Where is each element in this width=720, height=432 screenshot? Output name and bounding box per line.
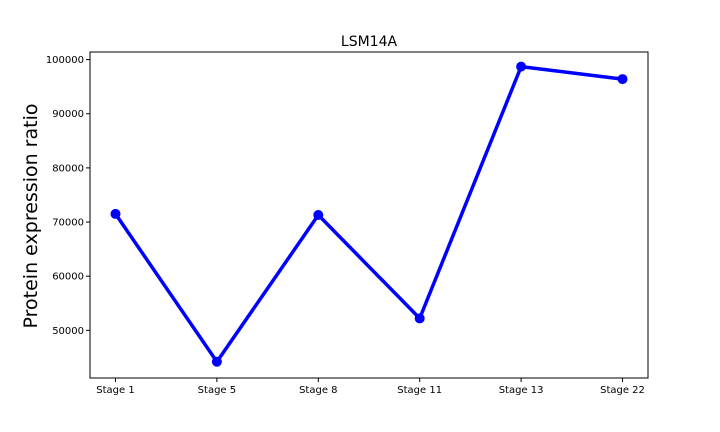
y-tick-label: 80000 bbox=[52, 163, 84, 174]
y-tick-label: 90000 bbox=[52, 109, 84, 120]
series-group bbox=[110, 61, 628, 367]
data-point bbox=[414, 313, 425, 324]
data-point bbox=[313, 210, 324, 220]
x-tick-label: Stage 13 bbox=[499, 385, 544, 396]
chart-title: LSM14A bbox=[341, 34, 398, 50]
y-tick-label: 60000 bbox=[52, 272, 84, 283]
data-point bbox=[617, 74, 628, 85]
data-point bbox=[110, 208, 121, 219]
plot-frame bbox=[89, 51, 649, 379]
x-tick-label: Stage 22 bbox=[600, 385, 645, 396]
data-point bbox=[516, 61, 527, 72]
series-line bbox=[114, 64, 623, 364]
x-tick-label: Stage 5 bbox=[198, 385, 236, 396]
x-tick-label: Stage 8 bbox=[299, 385, 337, 396]
y-tick-label: 100000 bbox=[46, 55, 84, 66]
x-axis-ticks: Stage 1 Stage 5 Stage 8 Stage 11 Stage 13 Sta… bbox=[96, 378, 645, 396]
y-tick-label: 70000 bbox=[52, 218, 84, 229]
x-tick-label: Stage 11 bbox=[397, 385, 442, 396]
y-tick-label: 50000 bbox=[52, 326, 84, 337]
data-point bbox=[211, 356, 222, 367]
y-axis-label: Protein expression ratio bbox=[20, 104, 42, 329]
x-tick-label: Stage 1 bbox=[96, 385, 134, 396]
y-axis-ticks: 50000 60000 70000 80000 90000 100000 bbox=[46, 55, 90, 337]
